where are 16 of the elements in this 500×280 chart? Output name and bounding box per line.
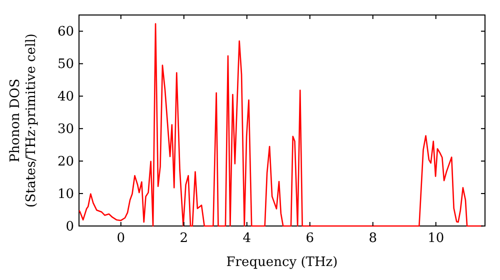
y-tick-label: 30 [57,122,74,138]
x-tick-label: 0 [116,231,126,246]
x-tick-label: 10 [428,231,444,246]
y-tick-label: 0 [66,220,74,234]
x-tick-label: 2 [180,231,188,246]
y-tick-label: 50 [57,57,74,72]
y-axis-title: Phonon DOS (States/THz·primitive cell) [8,33,39,208]
y-tick-label: 60 [57,24,74,40]
x-tick-label: 6 [306,231,314,246]
x-axis-title: Frequency (THz) [226,255,338,270]
x-tick-label: 4 [242,231,252,246]
y-tick-label: 10 [57,187,74,202]
x-tick-label: 8 [368,231,378,246]
line-series [79,23,484,227]
y-tick-label: 40 [57,90,74,105]
y-tick-label: 20 [57,154,74,170]
